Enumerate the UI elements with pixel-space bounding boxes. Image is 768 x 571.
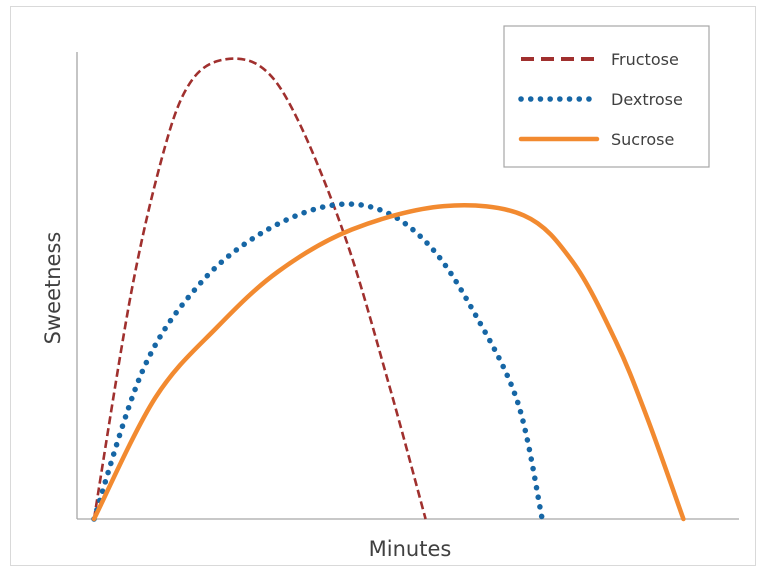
legend-label-fructose: Fructose xyxy=(611,50,679,69)
x-axis-title: Minutes xyxy=(369,537,452,561)
legend: Fructose Dextrose Sucrose xyxy=(503,25,710,168)
legend-label-sucrose: Sucrose xyxy=(611,130,674,149)
y-axis-title: Sweetness xyxy=(41,232,65,345)
series-line-fructose xyxy=(92,57,427,520)
series-layer xyxy=(91,57,686,522)
series-line-dextrose xyxy=(91,201,545,522)
legend-label-dextrose: Dextrose xyxy=(611,90,683,109)
legend-box xyxy=(503,25,710,168)
series-line-sucrose xyxy=(91,203,686,522)
